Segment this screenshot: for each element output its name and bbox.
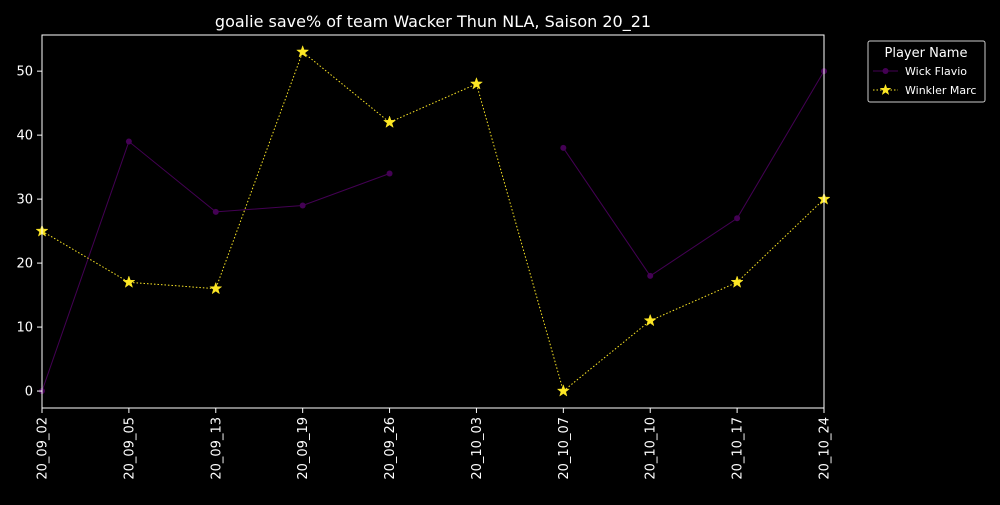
legend-label: Wick Flavio — [905, 65, 967, 78]
plot-background — [42, 35, 824, 408]
x-tick-label: 20_10_10 — [644, 417, 659, 480]
x-tick-label: 20_10_07 — [557, 417, 572, 480]
legend-frame — [867, 40, 986, 103]
series-winkler-marc — [35, 44, 831, 397]
data-point — [209, 281, 223, 295]
x-tick-label: 20_09_13 — [209, 417, 224, 480]
axes-frame — [41, 34, 825, 409]
legend-label: Winkler Marc — [905, 84, 976, 97]
data-point — [382, 115, 397, 128]
y-tick-label: 40 — [16, 129, 33, 144]
legend-title: Player Name — [885, 46, 968, 61]
data-point — [469, 76, 484, 90]
y-tick-label: 0 — [25, 385, 33, 400]
data-point — [556, 384, 570, 397]
x-tick-label: 20_09_02 — [36, 417, 51, 480]
y-tick-label: 10 — [16, 321, 33, 336]
data-point — [299, 202, 306, 209]
x-tick-label: 20_09_05 — [122, 417, 137, 480]
data-point — [647, 272, 654, 279]
x-tick-label: 20_10_03 — [470, 417, 485, 480]
chart-title: goalie save% of team Wacker Thun NLA, Sa… — [215, 12, 651, 32]
series-line — [41, 51, 825, 392]
axes: 0 10 20 30 40 50 20_09_02 20_09_05 20_09_13 20_09… — [16, 34, 833, 480]
legend-entry: Wick Flavio — [873, 65, 967, 78]
series-line — [562, 70, 825, 277]
data-point — [734, 215, 741, 222]
plot-area — [35, 35, 831, 408]
x-tick-label: 20_10_17 — [731, 417, 746, 480]
y-tick-label: 20 — [16, 257, 33, 272]
x-tick-label: 20_09_19 — [296, 417, 311, 480]
data-point — [643, 313, 657, 327]
legend-marker — [879, 83, 892, 96]
x-tick-label: 20_09_26 — [383, 417, 398, 480]
x-tick-label: 20_10_24 — [818, 417, 833, 480]
data-point — [560, 144, 567, 151]
y-tick-label: 30 — [16, 193, 33, 208]
data-point — [296, 44, 310, 58]
y-tick-label: 50 — [16, 65, 33, 80]
legend: Player Name Wick Flavio Winkler Marc — [867, 40, 986, 103]
data-point — [730, 275, 744, 288]
data-point — [122, 275, 136, 288]
data-point — [125, 138, 132, 145]
data-point — [386, 170, 393, 177]
legend-entry: Winkler Marc — [873, 83, 976, 97]
legend-marker — [882, 68, 889, 74]
data-point — [212, 208, 219, 215]
